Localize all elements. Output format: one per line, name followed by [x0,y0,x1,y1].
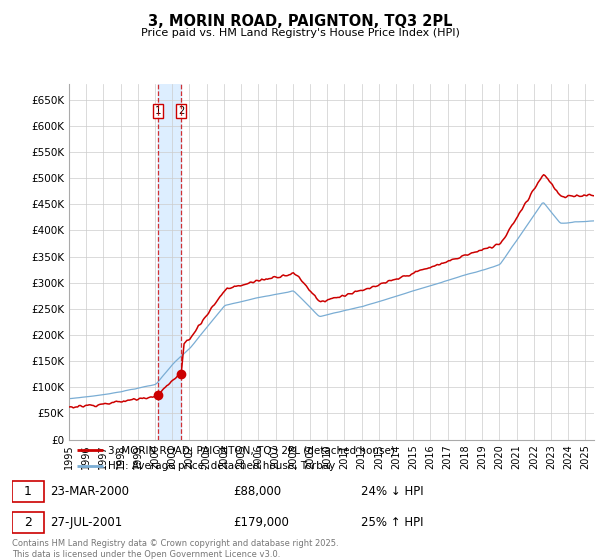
Text: £179,000: £179,000 [233,516,289,529]
Bar [158,84,181,440]
Text: 24% ↓ HPI: 24% ↓ HPI [361,485,424,498]
Text: 27-JUL-2001: 27-JUL-2001 [50,516,122,529]
Text: £88,000: £88,000 [233,485,281,498]
FancyBboxPatch shape [12,512,44,534]
Text: 1: 1 [155,106,161,116]
Text: 25% ↑ HPI: 25% ↑ HPI [361,516,424,529]
Text: 1: 1 [24,485,32,498]
Text: Price paid vs. HM Land Registry's House Price Index (HPI): Price paid vs. HM Land Registry's House … [140,28,460,38]
Text: 3, MORIN ROAD, PAIGNTON, TQ3 2PL (detached house): 3, MORIN ROAD, PAIGNTON, TQ3 2PL (detach… [109,445,395,455]
Text: 23-MAR-2000: 23-MAR-2000 [50,485,129,498]
FancyBboxPatch shape [12,481,44,502]
Text: HPI: Average price, detached house, Torbay: HPI: Average price, detached house, Torb… [109,461,335,472]
Text: Contains HM Land Registry data © Crown copyright and database right 2025.
This d: Contains HM Land Registry data © Crown c… [12,539,338,559]
Text: 2: 2 [24,516,32,529]
Text: 3, MORIN ROAD, PAIGNTON, TQ3 2PL: 3, MORIN ROAD, PAIGNTON, TQ3 2PL [148,14,452,29]
Text: 2: 2 [178,106,184,116]
